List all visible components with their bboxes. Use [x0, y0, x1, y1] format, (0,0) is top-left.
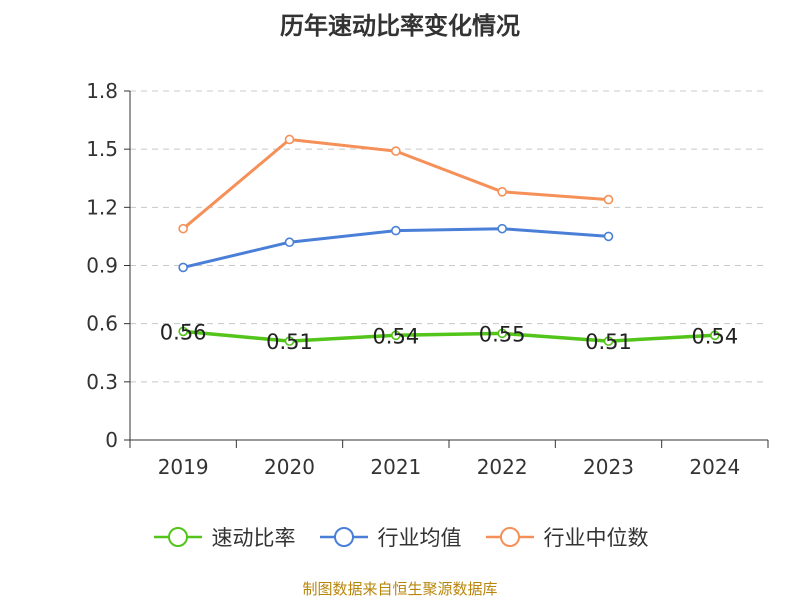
data-point-industry_mean [603, 231, 614, 242]
x-tick-label: 2020 [264, 455, 315, 479]
y-tick-label: 0 [105, 428, 118, 452]
legend-swatch-industry-mean [319, 527, 368, 547]
chart-title: 历年速动比率变化情况 [280, 12, 520, 40]
legend-item-quick-ratio[interactable]: 速动比率 [152, 522, 296, 552]
legend-item-industry-mean[interactable]: 行业均值 [318, 522, 462, 552]
data-point-industry_median [497, 187, 507, 197]
data-point-quick_ratio [178, 326, 188, 337]
legend-swatch-industry-median [485, 527, 534, 547]
data-label-quick_ratio: 0.51 [266, 330, 313, 354]
data-label-quick_ratio: 0.56 [160, 320, 207, 344]
x-tick-label: 2022 [477, 455, 528, 479]
y-tick-label: 0.9 [86, 254, 118, 278]
legend: 速动比率 行业均值 行业中位数 [0, 520, 800, 554]
data-point-industry_median [178, 223, 188, 234]
legend-swatch-quick-ratio [153, 527, 202, 547]
data-point-industry_mean [497, 223, 507, 234]
data-point-industry_median [284, 134, 295, 145]
legend-label-quick-ratio: 速动比率 [211, 526, 296, 550]
data-label-quick_ratio: 0.55 [479, 322, 526, 346]
series-line-quick_ratio [183, 329, 715, 343]
x-tick-label: 2019 [158, 455, 209, 479]
x-tick-label: 2023 [583, 455, 634, 479]
data-label-quick_ratio: 0.54 [691, 324, 738, 348]
y-tick-label: 0.3 [86, 370, 118, 394]
data-labels: 0.56 0.51 0.54 0.55 0.51 0.54 [160, 320, 738, 354]
data-point-industry_mean [391, 225, 401, 236]
source-note: 制图数据来自恒生聚源数据库 [302, 580, 498, 598]
data-point-industry_median [391, 146, 401, 156]
y-tick-label: 1.5 [86, 137, 118, 161]
y-tick-label: 1.2 [86, 195, 118, 219]
data-point-industry_median [603, 194, 614, 205]
data-point-quick_ratio [710, 330, 720, 341]
legend-item-industry-median[interactable]: 行业中位数 [484, 522, 649, 552]
axes: 0 0.3 0.6 0.9 1.2 1.5 1.8 2019 2020 2021 2022 2023 2… [86, 79, 769, 479]
legend-label-industry-median: 行业中位数 [543, 526, 649, 550]
data-point-quick_ratio [391, 330, 401, 341]
x-tick-label: 2021 [370, 455, 421, 479]
data-label-quick_ratio: 0.51 [585, 330, 632, 354]
data-point-industry_mean [178, 262, 188, 273]
data-point-industry_mean [284, 237, 295, 248]
grid-lines [130, 90, 768, 383]
y-tick-label: 1.8 [86, 79, 118, 103]
data-point-quick_ratio [284, 336, 295, 346]
legend-label-industry-mean: 行业均值 [377, 526, 462, 550]
data-point-quick_ratio [497, 328, 507, 339]
data-point-quick_ratio [603, 336, 614, 346]
x-tick-label: 2024 [689, 455, 740, 479]
series-lines [178, 134, 720, 346]
data-label-quick_ratio: 0.54 [372, 324, 419, 348]
y-tick-label: 0.6 [86, 312, 118, 336]
